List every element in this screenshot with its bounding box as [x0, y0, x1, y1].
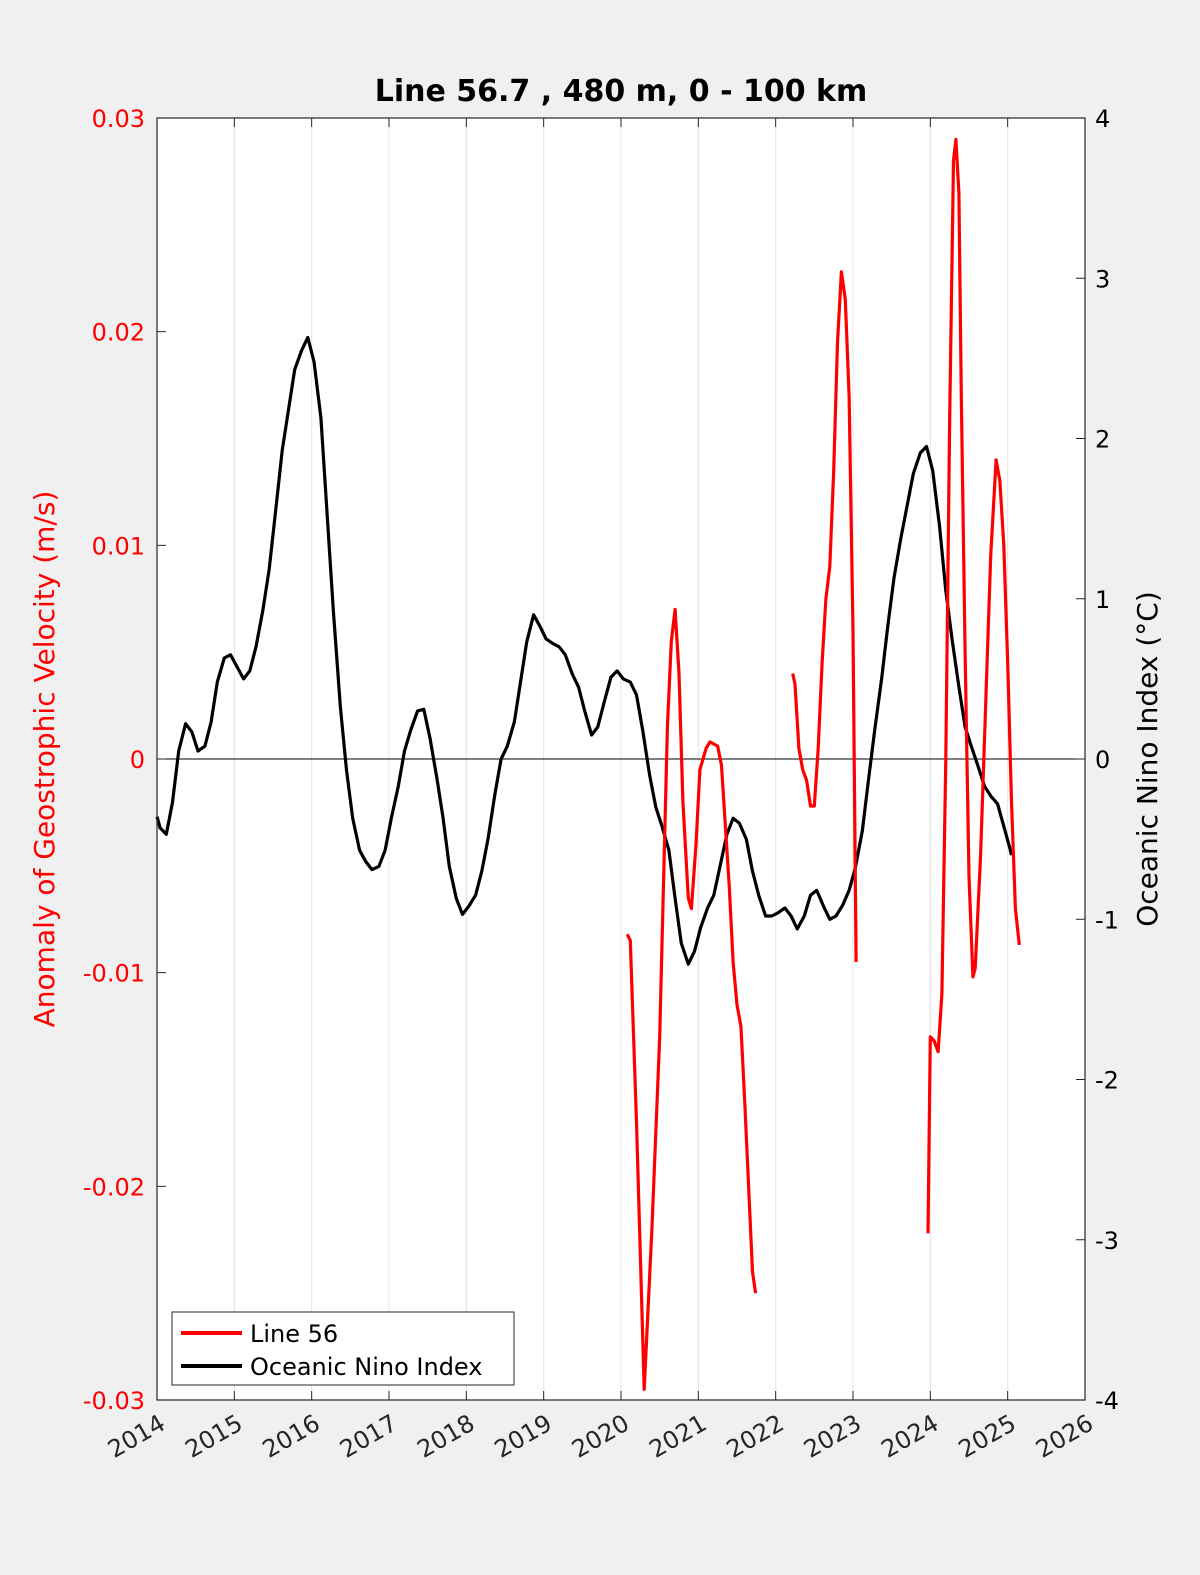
left-y-tick-label: -0.02	[83, 1173, 145, 1201]
right-y-tick-label: -4	[1095, 1387, 1119, 1415]
tick-marks	[156, 117, 1086, 1401]
legend-label-line-56: Line 56	[250, 1320, 338, 1348]
chart-title: Line 56.7 , 480 m, 0 - 100 km	[375, 74, 868, 109]
legend-box	[171, 1311, 515, 1386]
right-y-tick-label: 1	[1095, 586, 1110, 614]
right-y-tick-label: -2	[1095, 1067, 1119, 1095]
series-line-oceanic-nino-index	[155, 335, 1014, 966]
left-y-tick-label: 0.03	[92, 105, 145, 133]
right-y-tick-label: 4	[1095, 105, 1110, 133]
right-y-tick-label: 0	[1095, 746, 1110, 774]
right-y-tick-label: -1	[1095, 906, 1119, 934]
right-y-tick-label: 3	[1095, 265, 1110, 293]
series-line-line-56-segment-0	[625, 607, 758, 1391]
series-line-line-56-segment-2	[926, 137, 1021, 1234]
legend-label-oni: Oceanic Nino Index	[250, 1353, 482, 1381]
left-y-tick-label: -0.01	[83, 960, 145, 988]
series-line-line-56-segment-1	[791, 270, 858, 963]
left-axis-label: Anomaly of Geostrophic Velocity (m/s)	[28, 491, 61, 1028]
right-y-tick-label: -3	[1095, 1227, 1119, 1255]
series-layer	[155, 137, 1021, 1391]
left-y-tick-label: -0.03	[83, 1387, 145, 1415]
left-y-tick-label: 0.02	[92, 319, 145, 347]
right-axis-label: Oceanic Nino Index (°C)	[1131, 591, 1164, 927]
legend: Line 56 Oceanic Nino Index	[171, 1311, 515, 1386]
left-y-tick-label: 0	[130, 746, 145, 774]
left-y-tick-label: 0.01	[92, 532, 145, 560]
right-y-tick-label: 2	[1095, 426, 1110, 454]
